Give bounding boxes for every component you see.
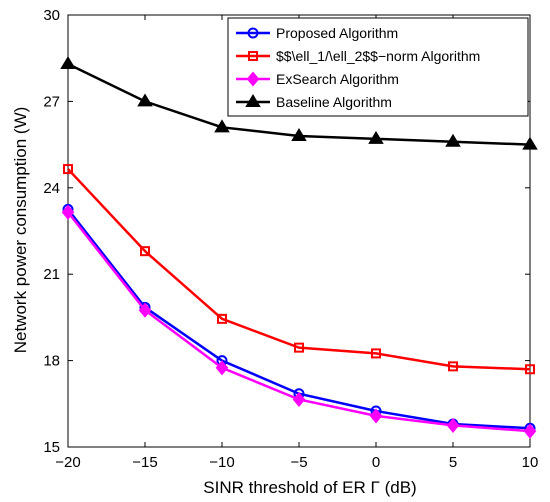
data-point [522,136,538,150]
y-tick-label: 24 [43,180,60,197]
y-tick-label: 30 [43,7,60,24]
x-tick-label: 10 [522,454,539,471]
series-3 [60,56,538,150]
legend-label: Proposed Algorithm [276,25,398,41]
data-point [214,119,230,133]
legend-marker [246,71,260,87]
data-point [446,417,460,433]
data-point [215,360,229,376]
y-axis-ticks: 15 18 21 24 27 30 [43,7,530,456]
data-point [445,133,461,147]
y-tick-label: 27 [43,93,60,110]
x-tick-label: 5 [449,454,457,471]
y-tick-label: 18 [43,353,60,370]
data-point [368,130,384,144]
x-tick-label: −20 [55,454,80,471]
series-1 [63,164,535,375]
legend-label: ExSearch Algorithm [276,71,399,87]
series-layer [60,56,538,439]
data-point [138,302,152,318]
data-point [140,246,150,257]
legend-marker [247,27,259,39]
data-point [294,342,304,353]
data-point [60,56,76,69]
data-point [292,391,306,408]
x-tick-label: −15 [132,454,157,471]
data-point [525,364,535,375]
legend-marker [248,51,258,61]
legend-label: $$\ell_1/\ell_2$$−norm Algorithm [276,48,480,64]
legend: Proposed Algorithm $$\ell_1/\ell_2$$−norm… [227,17,529,117]
legend-box [227,17,529,117]
legend-marker [245,94,261,107]
legend-item: ExSearch Algorithm [236,71,399,87]
data-point [61,204,75,220]
legend-item: $$\ell_1/\ell_2$$−norm Algorithm [236,48,480,64]
x-tick-label: −5 [290,454,307,471]
data-point [291,128,307,141]
x-tick-label: 0 [372,454,380,471]
y-tick-label: 15 [43,439,60,456]
series-line [67,168,531,371]
y-axis-label: Network power consumption (W) [11,107,30,354]
data-point [448,361,458,372]
legend-item: Proposed Algorithm [236,25,398,41]
data-point [523,423,537,439]
data-point [217,313,227,324]
data-point [137,93,153,107]
data-point [371,348,381,359]
data-point [369,408,383,424]
legend-item: Baseline Algorithm [236,94,392,110]
legend-label: Baseline Algorithm [276,94,392,110]
y-tick-label: 21 [43,266,60,283]
x-axis-label: SINR threshold of ER Γ (dB) [203,478,416,497]
series-2 [61,204,537,439]
data-point [63,164,73,175]
x-tick-label: −10 [209,454,234,471]
